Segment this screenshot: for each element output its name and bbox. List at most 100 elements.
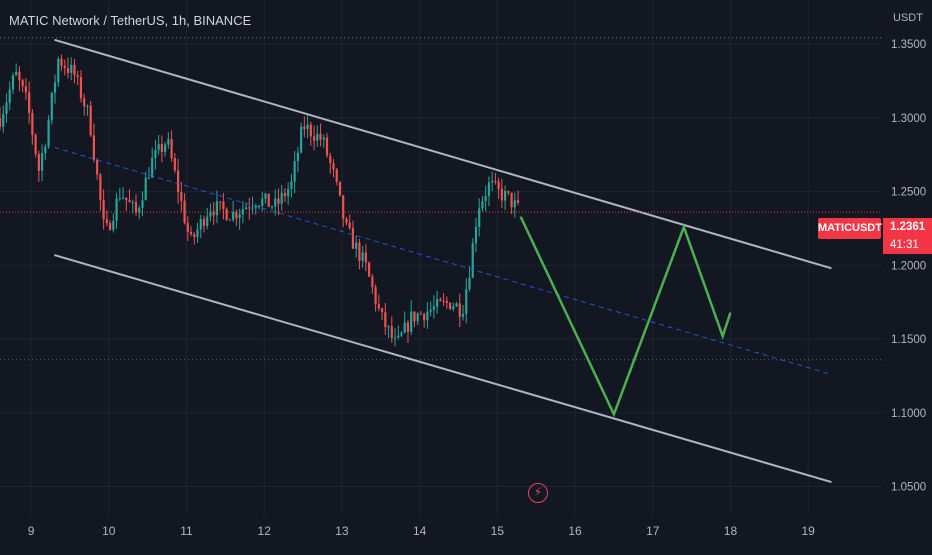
candle-body <box>134 202 138 213</box>
candle-body <box>254 206 257 208</box>
candle-body <box>280 192 283 204</box>
candle-body <box>0 117 2 127</box>
candle-body <box>70 64 73 73</box>
x-tick-label: 13 <box>335 524 349 538</box>
candle-body <box>429 309 432 312</box>
bar-countdown-tag: 41:31 <box>883 237 932 254</box>
candle-body <box>358 242 361 261</box>
candle-body <box>261 198 264 206</box>
candle-body <box>445 300 448 303</box>
candle-body <box>510 192 513 208</box>
candle-body <box>504 190 507 201</box>
x-tick-label: 14 <box>413 524 427 538</box>
candle-body <box>44 146 47 154</box>
candle-body <box>53 82 57 93</box>
candle-body <box>89 105 92 136</box>
grid <box>0 0 882 516</box>
candle-body <box>60 58 63 66</box>
candle-body <box>251 207 254 209</box>
candle-body <box>241 208 244 215</box>
candle-body <box>351 227 355 249</box>
candle-body <box>63 65 66 69</box>
y-tick-label: 1.1000 <box>891 408 926 420</box>
candle-body <box>118 198 121 200</box>
projection <box>519 216 732 418</box>
candle-body <box>15 71 18 76</box>
candle-body <box>225 208 228 220</box>
candle-body <box>342 195 345 219</box>
candle-body <box>47 120 50 147</box>
candle-body <box>338 181 342 196</box>
candle-body <box>270 206 274 208</box>
candle-body <box>160 143 163 152</box>
lightning-icon[interactable]: ⚡ <box>528 483 548 503</box>
y-tick-label: 1.3500 <box>891 39 926 51</box>
candles <box>0 54 520 347</box>
candle-body <box>439 299 442 301</box>
candle-body <box>151 157 154 178</box>
candle-body <box>105 219 108 224</box>
candle-body <box>28 92 31 113</box>
candle-body <box>248 207 251 209</box>
candle-body <box>410 311 413 332</box>
candle-body <box>37 154 40 171</box>
candle-body <box>413 311 416 322</box>
candle-body <box>491 181 494 183</box>
candle-body <box>209 211 212 217</box>
candle-body <box>309 124 312 137</box>
candle-body <box>442 300 445 302</box>
candle-body <box>384 312 387 328</box>
candle-body <box>167 138 170 145</box>
candle-body <box>5 102 8 114</box>
candle-body <box>481 201 484 209</box>
channel-mid-line <box>54 146 832 375</box>
candle-body <box>99 174 102 200</box>
candle-body <box>222 201 225 209</box>
candle-body <box>406 322 410 332</box>
candle-body <box>128 200 131 203</box>
candle-body <box>303 126 306 130</box>
candle-body <box>238 214 241 219</box>
candle-body <box>355 242 358 249</box>
candle-body <box>18 71 21 81</box>
candle-body <box>364 252 367 263</box>
candle-body <box>332 163 335 170</box>
candle-body <box>374 287 377 305</box>
candle-body <box>144 177 147 201</box>
candle-body <box>189 231 193 235</box>
candle-body <box>465 289 468 314</box>
candle-body <box>141 200 144 208</box>
candle-body <box>108 223 112 230</box>
candle-body <box>452 306 455 310</box>
candle-body <box>290 181 293 189</box>
candle-body <box>423 313 426 321</box>
candle-body <box>125 197 128 201</box>
candle-body <box>176 170 180 193</box>
candle-body <box>121 197 125 199</box>
candle-body <box>24 86 28 93</box>
candle-body <box>432 306 435 310</box>
candle-body <box>312 136 316 141</box>
candle-body <box>164 144 167 152</box>
candle-body <box>371 276 374 288</box>
candle-body <box>199 219 202 230</box>
candle-body <box>300 126 303 153</box>
y-tick-label: 1.3000 <box>891 113 926 125</box>
projection-path <box>519 216 732 418</box>
candle-body <box>345 218 348 223</box>
candle-body <box>193 234 196 237</box>
x-tick-label: 12 <box>258 524 272 538</box>
candle-body <box>516 200 520 203</box>
candle-body <box>212 211 215 216</box>
candle-body <box>186 222 189 232</box>
candle-body <box>180 192 183 201</box>
candle-body <box>257 205 261 207</box>
candle-body <box>283 192 287 197</box>
candle-body <box>57 58 60 83</box>
axes: 1.3500 1.3000 1.2500 1.2000 1.1500 1.1000 1.05… <box>28 39 926 538</box>
candle-body <box>76 75 79 77</box>
candle-body <box>66 68 70 73</box>
candle-body <box>287 188 290 197</box>
